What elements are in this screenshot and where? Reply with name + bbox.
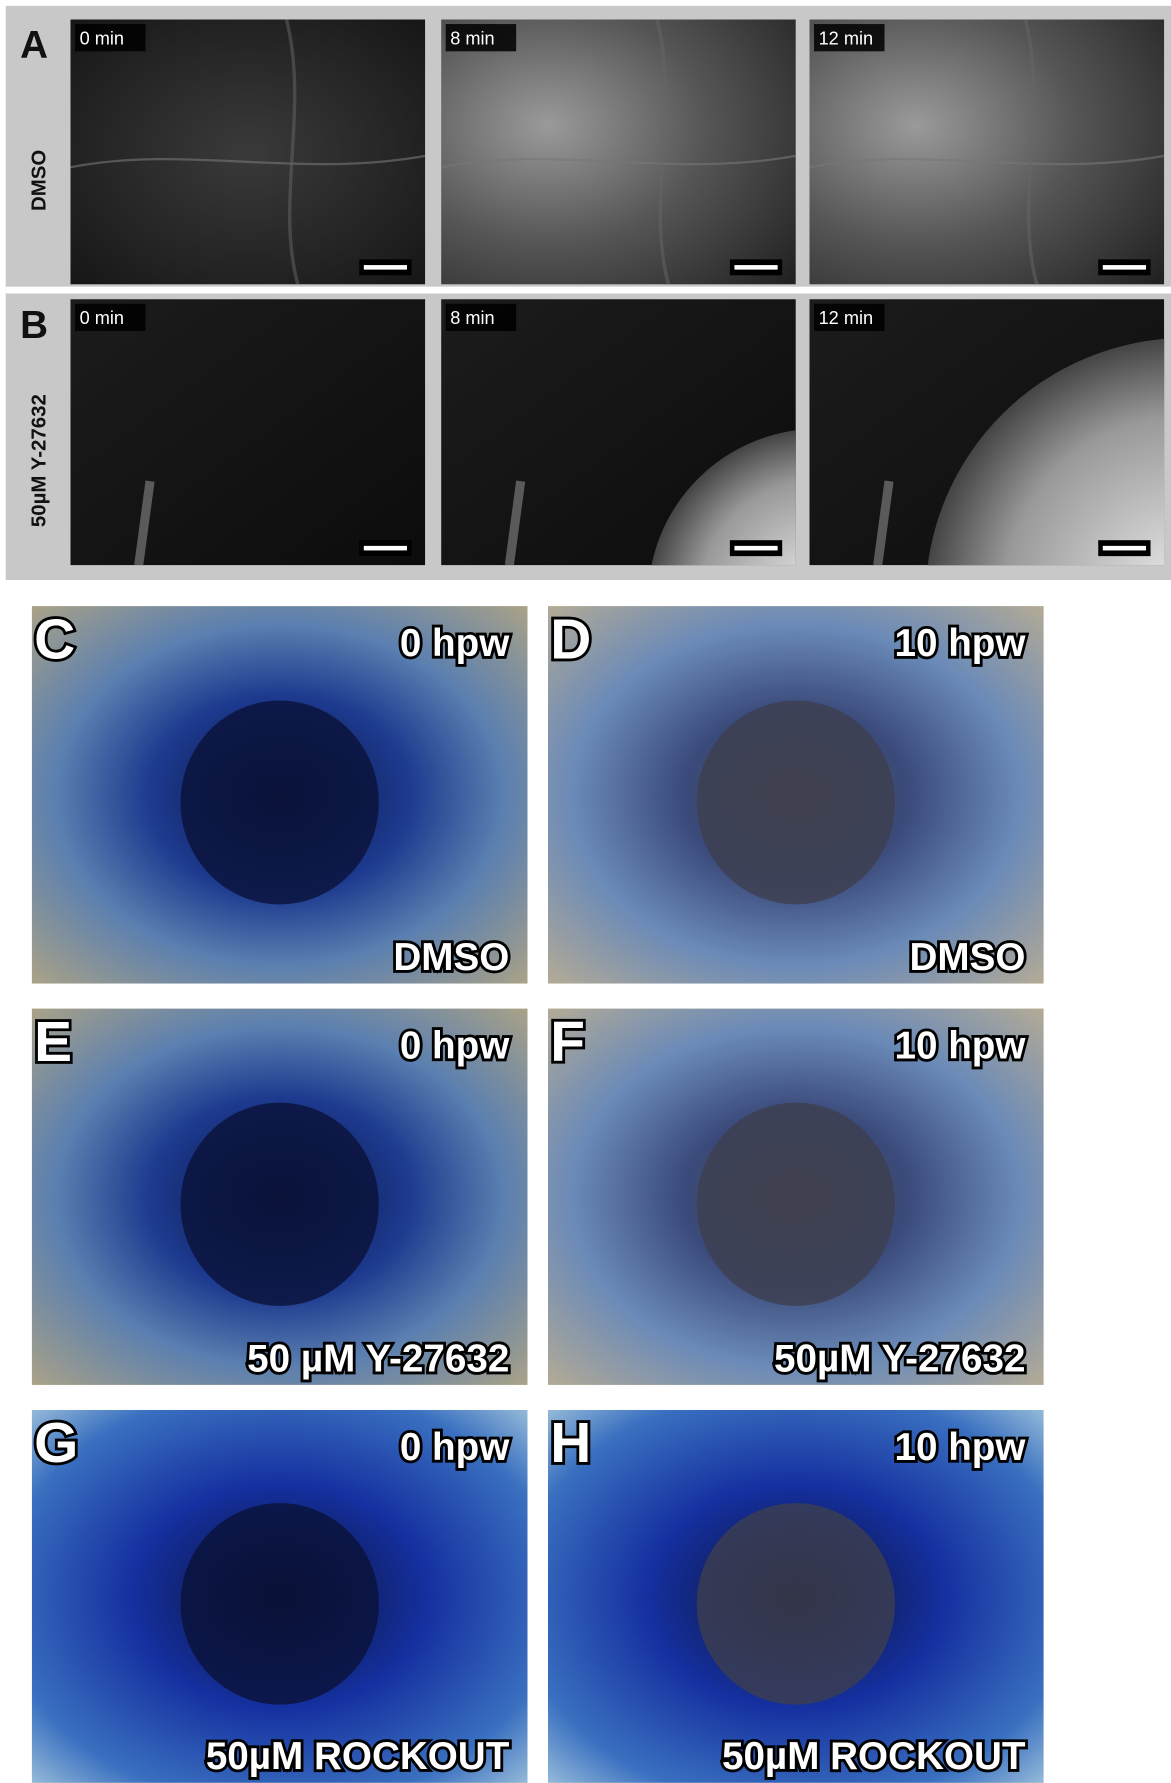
scale-bar — [1103, 546, 1146, 551]
image-group — [70, 299, 425, 565]
wound — [181, 701, 379, 905]
treatment-label: 50µM ROCKOUT — [206, 1735, 510, 1778]
treatment-label: 50 µM Y-27632 — [247, 1337, 509, 1380]
micrograph — [441, 20, 796, 285]
time-label: 0 hpw — [400, 1426, 510, 1469]
panel-label: C — [34, 608, 75, 671]
time-label: 8 min — [450, 308, 494, 328]
scale-bar — [364, 265, 407, 270]
time-label: 0 hpw — [400, 622, 510, 665]
panel-label: G — [34, 1412, 78, 1475]
micrograph — [809, 20, 1164, 285]
panel-label: E — [34, 1011, 72, 1074]
panel-label: B — [20, 304, 48, 347]
panel-label: D — [550, 608, 591, 671]
scale-bar — [1103, 265, 1146, 270]
treatment-label: 50µM ROCKOUT — [722, 1735, 1026, 1778]
condition-label: DMSO — [27, 150, 50, 211]
scale-bar — [734, 265, 777, 270]
panel-label: F — [550, 1011, 585, 1074]
wound — [697, 701, 895, 905]
page: A DMSO 0 min 8 min 12 min B 50µM Y-27632 0 min 8… — [0, 0, 1171, 1783]
panel-label: H — [550, 1412, 591, 1475]
time-label: 0 min — [80, 29, 124, 49]
micrograph — [70, 20, 425, 285]
figure: A DMSO 0 min 8 min 12 min B 50µM Y-27632 0 min 8… — [0, 0, 1171, 1783]
scale-bar — [734, 546, 777, 551]
treatment-label: DMSO — [910, 936, 1026, 979]
time-label: 8 min — [450, 29, 494, 49]
wound — [697, 1103, 895, 1306]
condition-label: 50µM Y-27632 — [27, 394, 50, 527]
image-group — [441, 20, 796, 285]
time-label: 0 hpw — [400, 1025, 510, 1068]
time-label: 10 hpw — [894, 1426, 1026, 1469]
panel-label: A — [20, 24, 48, 67]
treatment-label: DMSO — [393, 936, 509, 979]
image-group — [809, 20, 1164, 285]
time-label: 10 hpw — [894, 1025, 1026, 1068]
image-group — [70, 20, 425, 285]
treatment-label: 50µM Y-27632 — [774, 1337, 1025, 1380]
row-divider — [6, 287, 1171, 294]
wound — [181, 1503, 379, 1704]
time-label: 0 min — [80, 308, 124, 328]
time-label: 12 min — [819, 308, 874, 328]
scale-bar — [364, 546, 407, 551]
time-label: 10 hpw — [894, 622, 1026, 665]
wound — [697, 1503, 895, 1704]
time-label: 12 min — [819, 29, 874, 49]
micrograph — [70, 299, 425, 565]
wound — [181, 1103, 379, 1306]
